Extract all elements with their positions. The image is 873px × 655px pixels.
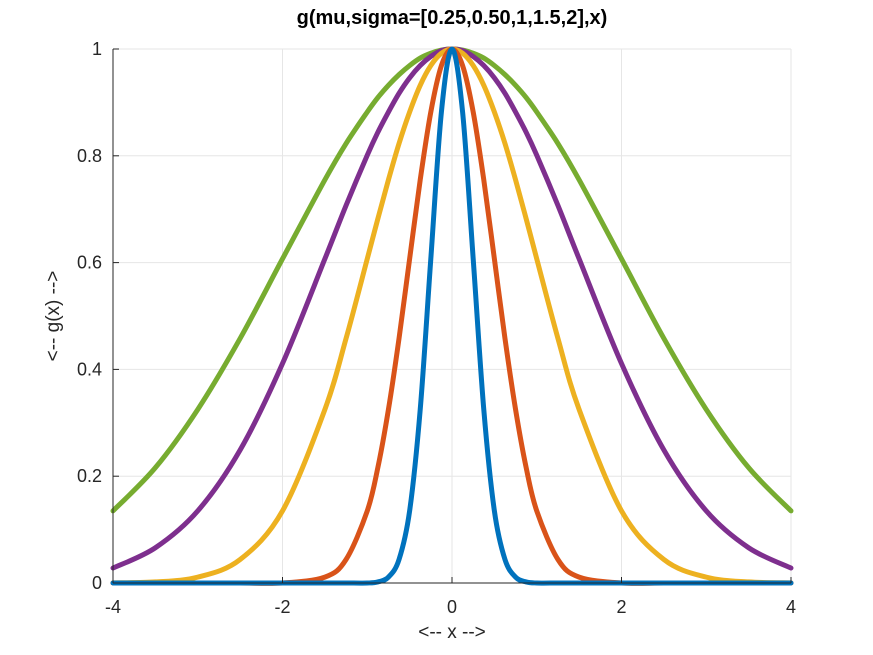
chart-title: g(mu,sigma=[0.25,0.50,1,1.5,2],x)	[297, 7, 608, 29]
x-tick-label: -4	[105, 597, 121, 617]
y-tick-label: 0	[92, 573, 102, 593]
x-tick-label: 2	[616, 597, 626, 617]
y-tick-label: 0.4	[77, 359, 102, 379]
tick-labels: -4 -2 0 2 4 0 0.2 0.4 0.6 0.8 1	[77, 39, 796, 617]
y-tick-label: 0.6	[77, 253, 102, 273]
axes	[112, 48, 792, 584]
y-axis-label: <-- g(x) -->	[43, 271, 64, 362]
y-tick-label: 0.8	[77, 146, 102, 166]
y-tick-label: 0.2	[77, 466, 102, 486]
x-tick-label: 0	[447, 597, 457, 617]
grid-lines	[112, 48, 792, 584]
x-tick-label: 4	[786, 597, 796, 617]
series-lines	[110, 46, 794, 586]
y-tick-label: 1	[92, 39, 102, 59]
x-axis-label: <-- x -->	[418, 622, 486, 643]
x-tick-label: -2	[274, 597, 290, 617]
